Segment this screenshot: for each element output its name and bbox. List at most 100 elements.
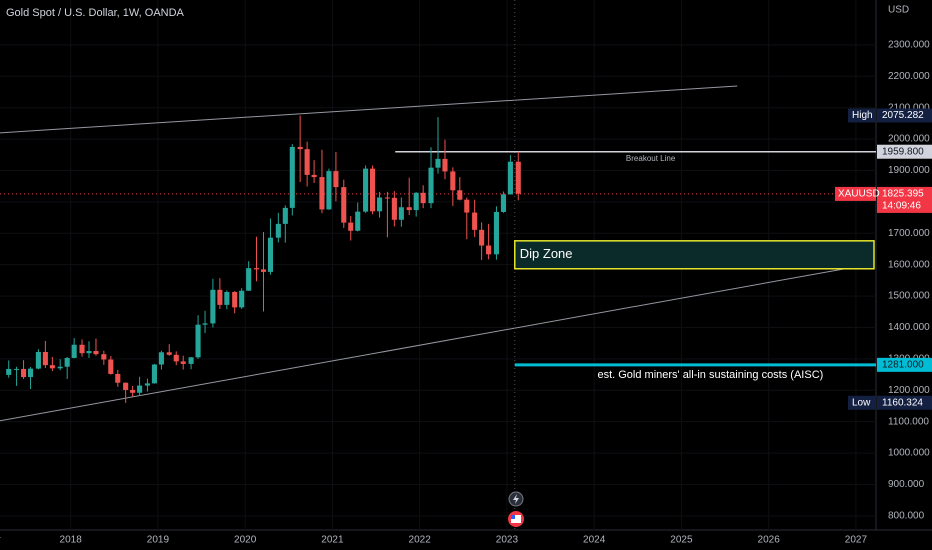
y-tick-label: 900.000 [888, 479, 925, 490]
candle-body [486, 245, 492, 255]
candle-body [311, 174, 317, 178]
candle-body [130, 389, 136, 393]
candle-body [217, 289, 223, 305]
x-tick-label: 2021 [321, 535, 344, 546]
candle-body [166, 352, 172, 355]
y-tick-label: 2300.000 [888, 40, 930, 51]
candles [6, 115, 521, 403]
candle-body [267, 237, 274, 272]
alert-icon[interactable] [508, 491, 524, 507]
y-tick-label: 2100.000 [888, 102, 930, 113]
candle-body [115, 373, 121, 383]
candle-body [442, 158, 448, 172]
candle-body [326, 171, 332, 210]
x-tick-label: 2024 [583, 535, 606, 546]
candle-body [232, 292, 238, 308]
candle-body [428, 167, 434, 204]
candle-body [202, 323, 208, 325]
trend-line [0, 267, 850, 422]
candle-body [515, 161, 521, 194]
candle-body [391, 197, 397, 220]
candle-body [333, 171, 339, 188]
x-tick-label: Mar [0, 535, 1, 546]
low-tag-box [848, 395, 876, 410]
candle-body [123, 382, 129, 390]
candle-body [224, 292, 230, 305]
y-tick-label: 1700.000 [888, 228, 930, 239]
breakout-box [877, 144, 932, 159]
low-label: 1160.324 [882, 397, 923, 408]
candle-body [253, 268, 260, 270]
x-tick-label: 2022 [409, 535, 432, 546]
x-tick-label: 2018 [60, 535, 83, 546]
dip-zone-text: Dip Zone [520, 246, 573, 261]
candle-body [57, 366, 63, 369]
candle-body [472, 212, 478, 230]
candle-body [370, 168, 376, 212]
candle-body [210, 289, 216, 324]
candle-body [239, 290, 245, 308]
breakout-text: Breakout Line [626, 154, 676, 163]
low-box [877, 395, 932, 410]
current-label: 1825.395 [882, 189, 924, 200]
candle-body [341, 187, 347, 223]
candle-body [398, 207, 404, 220]
candle-body [21, 368, 27, 378]
candle-body [151, 364, 157, 384]
candle-body [275, 223, 281, 238]
candle-body [260, 269, 267, 272]
y-tick-label: 1900.000 [888, 165, 930, 176]
current-box [877, 186, 932, 213]
candle-body [158, 352, 164, 365]
high-tag-box [848, 108, 876, 123]
x-tick-label: 2023 [496, 535, 519, 546]
low-tag: Low [852, 397, 871, 408]
candle-body [101, 354, 107, 360]
candle-body [297, 146, 303, 150]
y-tick-label: 800.000 [888, 511, 925, 522]
candle-body [479, 229, 485, 246]
candle-body [79, 344, 85, 354]
candle-body [93, 351, 99, 355]
candle-body [27, 368, 34, 378]
candle-body [355, 211, 361, 231]
trend-line [0, 85, 738, 134]
candle-body [195, 324, 201, 358]
candle-body [413, 192, 419, 211]
currency: USD [888, 5, 909, 16]
candle-body [384, 197, 390, 199]
y-tick-label: 1100.000 [888, 416, 929, 427]
current-tag-box [835, 186, 876, 201]
candle-body [14, 368, 20, 370]
candle-body [49, 365, 55, 369]
candle-body [406, 207, 412, 211]
candle-body [507, 161, 513, 195]
candle-body [319, 177, 325, 210]
y-tick-label: 1400.000 [888, 322, 930, 333]
aisc-text: est. Gold miners' all-in sustaining cost… [597, 369, 823, 381]
y-tick-label: 1600.000 [888, 259, 930, 270]
candle-body [282, 207, 288, 224]
aisc-box [877, 357, 932, 372]
y-tick-label: 1500.000 [888, 291, 930, 302]
candle-body [376, 197, 383, 212]
drawings: Breakout Line Dip Zone est. Gold miners' a… [0, 0, 876, 530]
current-tag: XAUUSD [838, 189, 880, 200]
chart-title: Gold Spot / U.S. Dollar, 1W, OANDA [6, 7, 185, 19]
candle-body [42, 351, 48, 366]
candle-body [348, 222, 354, 231]
event-icon[interactable] [508, 511, 524, 527]
candle-body [108, 359, 114, 374]
x-tick-label: 2027 [845, 535, 868, 546]
y-tick-label: 1000.000 [888, 448, 930, 459]
labels: 2300.000 2200.000 2100.000 2000.000 1900.000… [0, 40, 932, 546]
candle-body [180, 361, 186, 364]
y-tick-label: 2200.000 [888, 71, 930, 82]
x-tick-label: 2020 [234, 535, 257, 546]
aisc-label: 1281.000 [882, 359, 924, 370]
candle-body [304, 149, 310, 175]
y-tick-label: 2000.000 [888, 134, 930, 145]
candle-body [464, 199, 470, 213]
candle-body [457, 190, 463, 200]
